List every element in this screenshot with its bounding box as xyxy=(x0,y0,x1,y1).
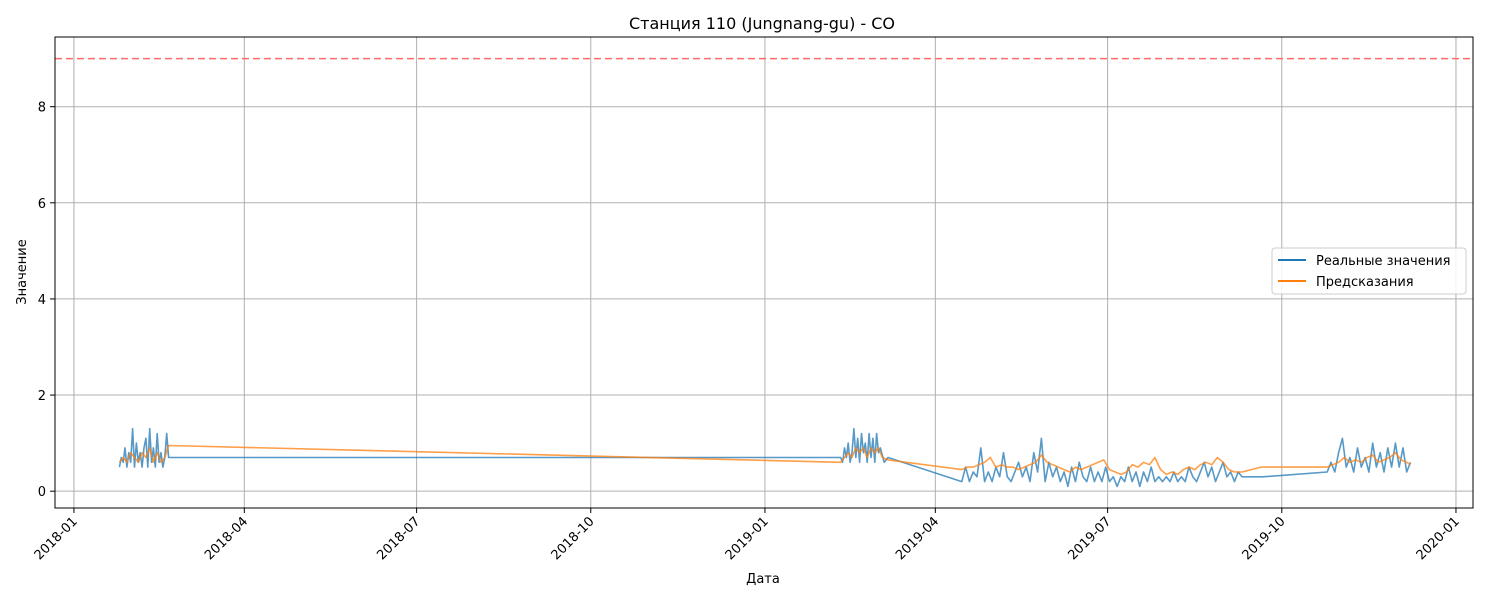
plot-frame xyxy=(54,36,1474,509)
series-line-predicted xyxy=(118,444,1411,476)
y-tick-label: 0 xyxy=(38,485,46,500)
plot-frame-fill xyxy=(55,37,1473,508)
x-tick-label: 2019-04 xyxy=(893,514,942,563)
y-tick-label: 6 xyxy=(38,197,46,212)
legend-label-predicted: Предсказания xyxy=(1316,275,1414,290)
x-tick-label: 2019-07 xyxy=(1065,514,1114,563)
legend-box xyxy=(1271,247,1467,295)
x-tick-label: 2018-01 xyxy=(32,514,81,563)
x-tick-label: 2019-10 xyxy=(1240,514,1289,563)
x-axis-title: Дата xyxy=(746,572,780,587)
y-axis-ticks: 0 2 4 6 8 xyxy=(38,101,55,500)
series-line-real xyxy=(118,427,1412,488)
legend: Реальные значения Предсказания xyxy=(1271,247,1467,295)
x-tick-label: 2018-10 xyxy=(549,514,598,563)
legend-label-real: Реальные значения xyxy=(1316,254,1451,269)
grid-lines xyxy=(55,37,1473,508)
x-tick-label: 2020-01 xyxy=(1414,514,1463,563)
y-tick-label: 8 xyxy=(38,101,46,116)
x-axis-ticks: 2018-01 2018-04 2018-07 2018-10 2019-01 2019-… xyxy=(32,508,1463,563)
y-tick-label: 4 xyxy=(38,293,46,308)
plot-area xyxy=(54,36,1474,509)
y-axis-title: Значение xyxy=(15,239,30,304)
y-tick-label: 2 xyxy=(38,389,46,404)
series-lines xyxy=(118,427,1412,488)
x-tick-label: 2019-01 xyxy=(723,514,772,563)
x-tick-label: 2018-07 xyxy=(374,514,423,563)
chart-title: Станция 110 (Jungnang-gu) - CO xyxy=(629,14,895,33)
x-tick-label: 2018-04 xyxy=(202,514,251,563)
